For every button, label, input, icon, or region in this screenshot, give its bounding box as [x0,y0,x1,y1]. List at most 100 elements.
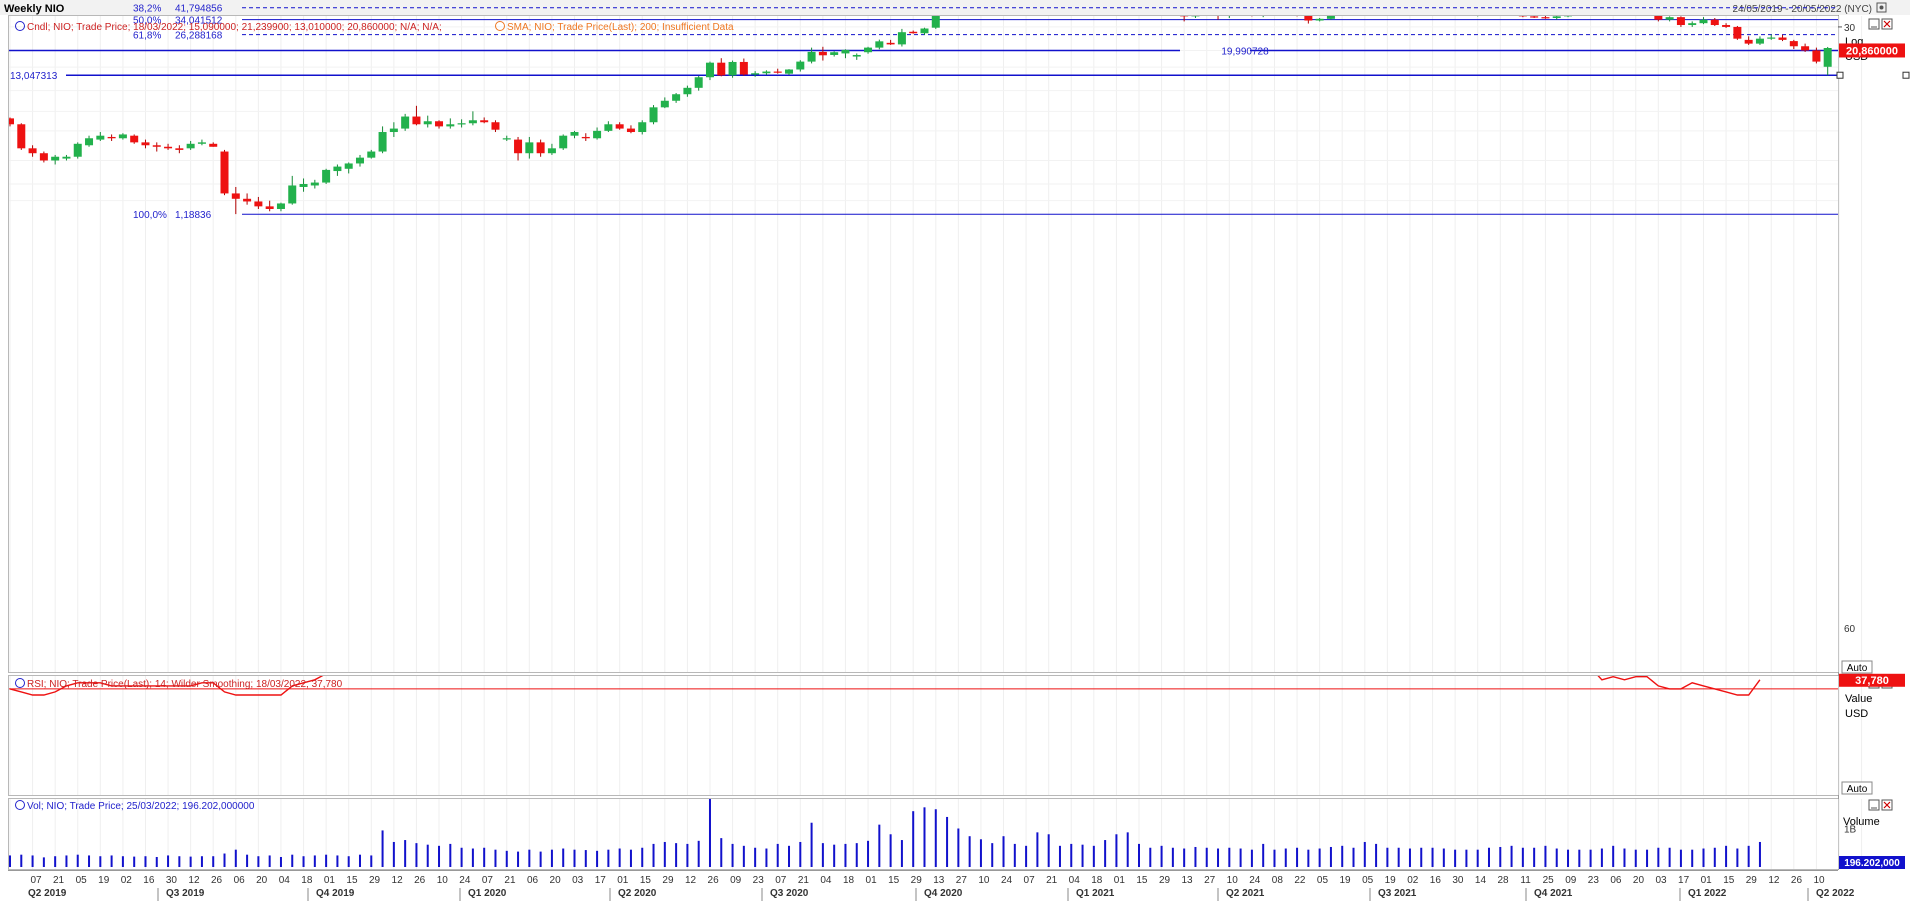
volume-bar[interactable] [415,843,418,867]
volume-bar[interactable] [1476,849,1479,867]
volume-bar[interactable] [1747,845,1750,867]
volume-bar[interactable] [584,850,587,867]
volume-bar[interactable] [438,845,441,867]
volume-bar[interactable] [528,849,531,867]
candle[interactable] [649,105,658,125]
volume-bar[interactable] [765,848,768,867]
volume-gear-icon[interactable] [15,800,25,810]
candle[interactable] [536,139,545,157]
candle[interactable] [751,71,760,77]
candle[interactable] [785,69,794,75]
volume-bar[interactable] [1465,849,1468,867]
candle[interactable] [931,10,940,29]
volume-bar[interactable] [652,843,655,867]
candle[interactable] [1259,12,1267,18]
volume-bar[interactable] [1646,849,1649,867]
volume-bar[interactable] [1126,832,1129,867]
candle[interactable] [1304,14,1313,24]
rsi-gear-icon[interactable] [15,678,25,688]
volume-bar[interactable] [675,843,678,867]
volume-bar[interactable] [867,840,870,867]
candle[interactable] [841,49,850,59]
volume-bar[interactable] [1363,841,1366,867]
volume-bar[interactable] [889,834,892,867]
volume-bar[interactable] [1194,846,1197,867]
volume-bar[interactable] [9,855,11,867]
volume-bar[interactable] [1307,849,1310,867]
volume-bar[interactable] [686,843,689,867]
volume-bar[interactable] [1702,848,1705,867]
volume-bar[interactable] [663,841,666,867]
candle[interactable] [1214,8,1222,20]
volume-bar[interactable] [1250,849,1253,867]
candle[interactable] [1225,10,1233,18]
candle[interactable] [107,134,116,141]
time-axis[interactable]: 07 21 05 19 02 16 30 12 26 06 20 04 18 01 15 29 12 26 10 24… [28,875,1855,901]
candle[interactable] [1823,46,1832,76]
volume-bar[interactable] [517,851,520,867]
candle[interactable] [1315,17,1324,22]
candle[interactable] [626,125,635,134]
candle[interactable] [480,117,489,124]
candle[interactable] [491,120,500,133]
volume-bar[interactable] [844,843,847,867]
volume-bar[interactable] [754,847,757,867]
candle[interactable] [73,142,82,159]
candle[interactable] [389,122,398,137]
candle[interactable] [118,133,127,140]
candle[interactable] [615,122,624,130]
volume-bar[interactable] [1555,848,1558,867]
volume-bar[interactable] [1408,848,1411,867]
candle[interactable] [570,130,579,139]
volume-bar[interactable] [1612,845,1615,867]
volume-bar[interactable] [1623,848,1626,867]
volume-bar[interactable] [1691,849,1694,867]
volume-bar[interactable] [1679,849,1682,867]
candle[interactable] [1676,16,1685,27]
candle[interactable] [1812,47,1821,64]
volume-bar[interactable] [167,855,170,867]
candle[interactable] [288,175,297,205]
candle[interactable] [322,168,331,184]
candle[interactable] [1326,13,1335,20]
volume-bar[interactable] [460,847,463,867]
volume-bar[interactable] [1115,834,1118,867]
volume-bar[interactable] [607,849,610,867]
volume-bar[interactable] [946,816,949,867]
volume-bar[interactable] [404,840,407,867]
candle[interactable] [1530,15,1539,18]
volume-bar[interactable] [133,856,136,867]
candle[interactable] [897,28,906,47]
candle[interactable] [559,134,568,150]
rsi-line[interactable] [9,589,1761,696]
candlestick-series[interactable] [6,0,1832,215]
candle[interactable] [17,123,26,150]
candle[interactable] [593,127,602,140]
volume-bar[interactable] [234,849,237,867]
candle[interactable] [581,133,590,141]
volume-bar[interactable] [923,807,926,867]
volume-bar[interactable] [1160,845,1163,867]
candle[interactable] [886,39,895,45]
candle[interactable] [468,111,477,126]
candle[interactable] [1789,39,1798,50]
volume-bar[interactable] [313,855,316,867]
candle[interactable] [152,142,161,152]
candle[interactable] [231,186,240,215]
candle[interactable] [299,178,308,192]
volume-bar[interactable] [358,854,361,867]
volume-bar[interactable] [121,856,124,867]
candle[interactable] [909,30,918,34]
candle[interactable] [6,117,14,127]
candle[interactable] [209,142,218,147]
volume-bar[interactable] [302,856,305,867]
chart-settings-icon[interactable] [1876,2,1887,13]
rsi-legend[interactable]: RSI; NIO; Trade Price(Last); 14; Wilder … [15,678,343,691]
volume-bar[interactable] [1002,836,1005,867]
candle[interactable] [1699,17,1708,25]
candle[interactable] [705,61,714,81]
volume-bar[interactable] [483,847,486,867]
candle[interactable] [412,105,421,126]
volume-bar[interactable] [1397,847,1400,867]
